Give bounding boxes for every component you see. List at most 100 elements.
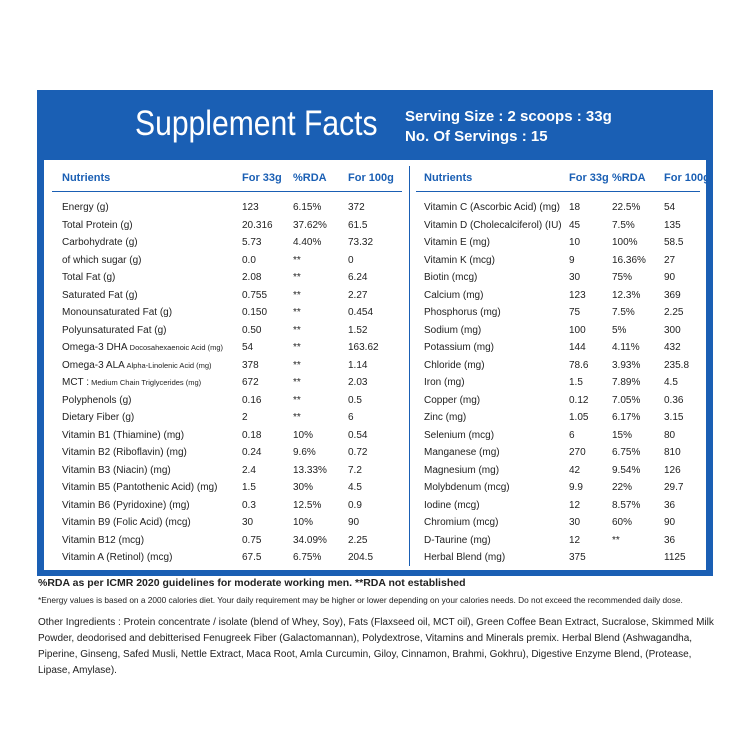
cell-value: 0.150 [242, 307, 268, 318]
nutrient-name: Vitamin A (Retinol) (mcg) [62, 552, 173, 563]
column-header: %RDA [612, 172, 646, 184]
cell-value: 6.75% [612, 447, 641, 458]
cell-value: 30 [569, 517, 581, 528]
nutrient-name: Phosphorus (mg) [424, 307, 501, 318]
nutrient-name: Vitamin B12 (mcg) [62, 534, 145, 546]
cell-value: 22% [612, 482, 633, 493]
nutrient-detail: Docosahexaenoic Acid (mg) [127, 343, 224, 352]
nutrient-name: Magnesium (mg) [424, 464, 500, 476]
cell-value: 75 [569, 307, 581, 318]
cell-value: 27 [664, 254, 676, 266]
servings: No. Of Servings : 15 [405, 128, 548, 145]
cell-value: ** [293, 394, 301, 406]
cell-value: 123 [569, 289, 586, 301]
cell-value: 7.5% [612, 307, 635, 318]
nutrient-name: Vitamin D (Cholecalciferol) (IU) [424, 219, 562, 231]
cell-value: 270 [569, 447, 586, 458]
cell-value: 29.7 [664, 482, 684, 493]
cell-value: 90 [348, 517, 360, 528]
column-header: For 100g [348, 172, 394, 184]
nutrient-name: of which sugar (g) [62, 254, 142, 266]
nutrient-name: Energy (g) [62, 202, 109, 213]
nutrient-name: Iron (mg) [424, 377, 465, 388]
cell-value: ** [293, 412, 301, 423]
cell-value: 1.5 [242, 482, 256, 493]
cell-value: 12 [569, 534, 581, 546]
column-header: For 33g [569, 172, 609, 184]
cell-value: 375 [569, 552, 586, 563]
cell-value: 30% [293, 482, 314, 493]
cell-value: 235.8 [664, 359, 690, 371]
cell-value: 9 [569, 254, 575, 266]
cell-value: 2.25 [348, 534, 368, 546]
cell-value: 1.14 [348, 359, 368, 371]
nutrient-name: MCT : Medium Chain Triglycerides (mg) [62, 377, 201, 389]
nutrient-name: Molybdenum (mcg) [424, 482, 510, 493]
cell-value: 0.75 [242, 534, 262, 546]
cell-value: 0.24 [242, 447, 262, 458]
cell-value: 0.3 [242, 499, 256, 511]
cell-value: 1.05 [569, 412, 589, 423]
cell-value: 2.27 [348, 289, 368, 301]
cell-value: 0.5 [348, 394, 362, 406]
cell-value: 2.25 [664, 307, 684, 318]
cell-value: 22.5% [612, 202, 641, 213]
divider [409, 166, 410, 566]
cell-value: 9.9 [569, 482, 583, 493]
cell-value: 90 [664, 272, 676, 283]
cell-value: ** [293, 377, 301, 388]
cell-value: 1125 [664, 552, 686, 563]
cell-value: 12.3% [612, 289, 641, 301]
cell-value: 2.4 [242, 464, 256, 476]
cell-value: 5.73 [242, 237, 262, 248]
nutrient-name: Vitamin K (mcg) [424, 254, 495, 266]
cell-value: 54 [664, 202, 676, 213]
cell-value: 126 [664, 464, 681, 476]
nutrient-name: Vitamin B2 (Riboflavin) (mg) [62, 447, 187, 458]
cell-value: 12.5% [293, 499, 322, 511]
nutrient-name: Total Fat (g) [62, 272, 116, 283]
cell-value: 100 [569, 324, 586, 336]
column-header: For 33g [242, 172, 282, 184]
nutrient-name: Manganese (mg) [424, 447, 500, 458]
cell-value: 2.08 [242, 272, 262, 283]
cell-value: ** [293, 289, 301, 301]
cell-value: 6.15% [293, 202, 322, 213]
cell-value: 0 [348, 254, 354, 266]
nutrient-name: Selenium (mcg) [424, 429, 495, 441]
nutrient-name: Biotin (mcg) [424, 272, 478, 283]
nutrient-name: Carbohydrate (g) [62, 237, 138, 248]
cell-value: 7.05% [612, 394, 641, 406]
cell-value: 4.5 [664, 377, 678, 388]
cell-value: 10% [293, 517, 314, 528]
cell-value: 1.52 [348, 324, 368, 336]
cell-value: 54 [242, 342, 254, 353]
nutrient-name: Vitamin B3 (Niacin) (mg) [62, 464, 171, 476]
cell-value: 9.6% [293, 447, 316, 458]
nutrient-name: Total Protein (g) [62, 219, 133, 231]
cell-value: 36 [664, 534, 676, 546]
cell-value: ** [293, 272, 301, 283]
cell-value: 0.454 [348, 307, 374, 318]
cell-value: 4.5 [348, 482, 362, 493]
cell-value: 7.89% [612, 377, 641, 388]
cell-value: 58.5 [664, 237, 684, 248]
nutrient-name: Polyunsaturated Fat (g) [62, 324, 167, 336]
cell-value: 0.54 [348, 429, 368, 441]
cell-value: 10% [293, 429, 314, 441]
title: Supplement Facts [135, 104, 378, 143]
cell-value: 12 [569, 499, 581, 511]
column-header: Nutrients [424, 172, 473, 184]
cell-value: 1.5 [569, 377, 583, 388]
cell-value: ** [293, 324, 301, 336]
cell-value: 67.5 [242, 552, 262, 563]
cell-value: 20.316 [242, 219, 273, 231]
cell-value: 0.36 [664, 394, 684, 406]
cell-value: 2 [242, 412, 248, 423]
cell-value: 16.36% [612, 254, 646, 266]
nutrient-name: Vitamin B5 (Pantothenic Acid) (mg) [62, 482, 218, 493]
cell-value: 0.50 [242, 324, 262, 336]
cell-value: 300 [664, 324, 681, 336]
cell-value: 0.12 [569, 394, 589, 406]
rule [52, 191, 402, 192]
